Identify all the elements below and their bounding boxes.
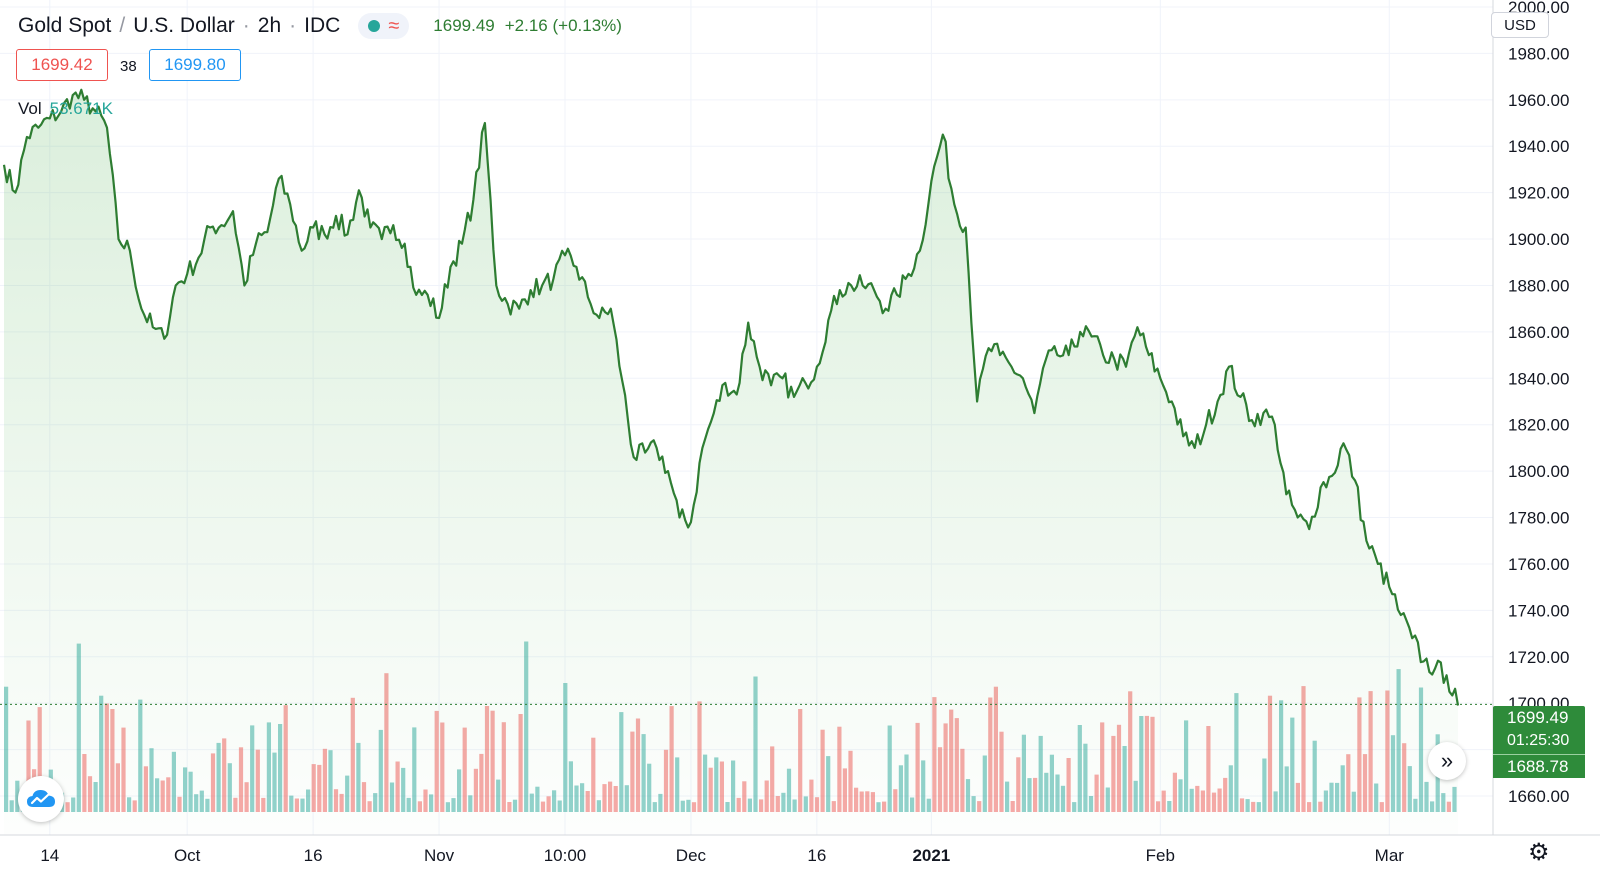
y-tick-label: 1780.00 [1508, 509, 1569, 528]
header-price-change: +2.16 (+0.13%) [504, 16, 622, 35]
x-tick-label: Feb [1146, 846, 1175, 865]
currency-button[interactable]: USD [1491, 12, 1549, 38]
interval-label[interactable]: 2h [257, 14, 282, 37]
y-tick-label: 1740.00 [1508, 601, 1569, 620]
scroll-to-realtime-button[interactable]: » [1428, 742, 1466, 780]
y-tick-label: 1980.00 [1508, 44, 1569, 63]
data-source: IDC [304, 14, 341, 37]
y-tick-label: 1960.00 [1508, 91, 1569, 110]
y-tick-label: 1660.00 [1508, 787, 1569, 806]
x-tick-label: 16 [304, 846, 323, 865]
header-last-price: 1699.49 [433, 16, 495, 35]
x-tick-label: 10:00 [544, 846, 587, 865]
y-tick-label: 1860.00 [1508, 323, 1569, 342]
spread-value: 38 [120, 58, 137, 75]
last-price-tag-value: 1699.49 [1507, 708, 1569, 727]
tradingview-cloud-icon [27, 790, 55, 807]
x-tick-label: 14 [40, 846, 59, 865]
header-dot-separator: · [289, 14, 297, 37]
price-area-fill [4, 89, 1458, 836]
y-tick-label: 1840.00 [1508, 369, 1569, 388]
y-tick-label: 1820.00 [1508, 416, 1569, 435]
volume-label: Vol [18, 99, 42, 118]
tradingview-logo-button[interactable] [18, 776, 64, 822]
y-tick-label: 1760.00 [1508, 555, 1569, 574]
x-tick-label: 2021 [912, 846, 950, 865]
y-tick-label: 1720.00 [1508, 648, 1569, 667]
symbol-currency: U.S. Dollar [133, 14, 235, 37]
bar-countdown: 01:25:30 [1507, 732, 1570, 749]
symbol-name[interactable]: Gold Spot [18, 14, 112, 37]
double-chevron-right-icon: » [1440, 748, 1454, 773]
x-tick-label: Dec [676, 846, 707, 865]
market-status-pill[interactable]: ≈ [358, 13, 410, 39]
y-tick-label: 1940.00 [1508, 137, 1569, 156]
gear-icon[interactable]: ⚙ [1528, 839, 1550, 866]
chart-legend-header: Gold Spot / U.S. Dollar · 2h · IDC ≈ 169… [18, 12, 622, 40]
y-tick-label: 1880.00 [1508, 276, 1569, 295]
volume-legend: Vol 53.671K [18, 99, 113, 119]
low-price-tag: 1688.78 [1493, 754, 1585, 778]
last-price-tag: 1699.49 01:25:30 [1493, 706, 1585, 754]
header-dot-separator: · [242, 14, 250, 37]
x-tick-label: 16 [807, 846, 826, 865]
sell-price-button[interactable]: 1699.42 [16, 49, 108, 81]
y-tick-label: 1800.00 [1508, 462, 1569, 481]
delayed-data-wave-icon: ≈ [388, 15, 400, 37]
buy-price-button[interactable]: 1699.80 [149, 49, 241, 81]
market-open-dot-icon [368, 20, 381, 32]
y-tick-label: 1900.00 [1508, 230, 1569, 249]
header-separator: / [119, 14, 126, 37]
volume-value: 53.671K [49, 99, 113, 118]
price-line-series [2, 88, 1460, 706]
x-tick-label: Oct [174, 846, 201, 865]
y-tick-label: 1920.00 [1508, 184, 1569, 203]
x-tick-label: Nov [424, 846, 455, 865]
x-tick-label: Mar [1375, 846, 1405, 865]
